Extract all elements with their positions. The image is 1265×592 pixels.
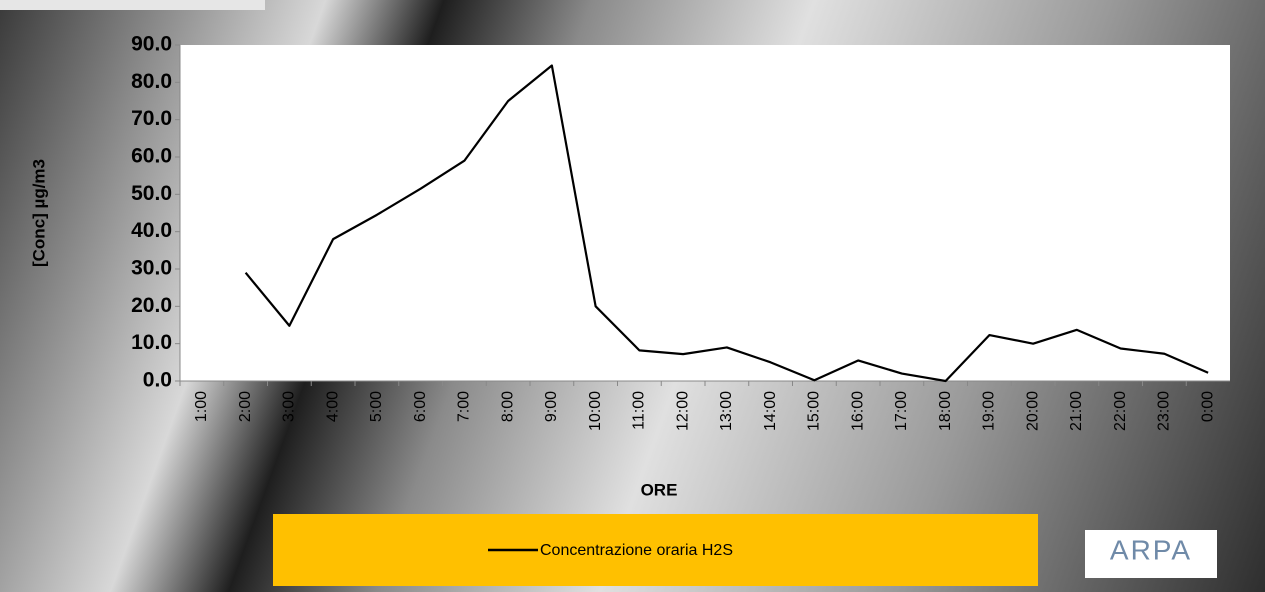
y-tick-label: 20.0 xyxy=(131,294,172,317)
x-tick-label: 23:00 xyxy=(1156,391,1173,431)
data-line xyxy=(244,64,1209,383)
x-axis-title: ORE xyxy=(641,480,678,499)
x-tick-label: 9:00 xyxy=(543,391,560,422)
y-tick-label: 50.0 xyxy=(131,182,172,205)
x-tick-label: 21:00 xyxy=(1068,391,1085,431)
x-tick-label: 14:00 xyxy=(762,391,779,431)
x-tick-label: 16:00 xyxy=(849,391,866,431)
x-tick-label: 15:00 xyxy=(806,391,823,431)
x-tick-label: 17:00 xyxy=(893,391,910,431)
x-tick-label: 7:00 xyxy=(456,391,473,422)
x-tick-label: 20:00 xyxy=(1024,391,1041,431)
x-tick-label: 0:00 xyxy=(1199,391,1216,422)
legend-label: Concentrazione oraria H2S xyxy=(540,542,733,559)
y-tick-label: 60.0 xyxy=(131,145,172,168)
y-axis-title: [Conc] µg/m3 xyxy=(29,159,48,267)
legend-box xyxy=(273,514,1038,586)
logo-box xyxy=(1085,530,1217,578)
y-tick-label: 30.0 xyxy=(131,257,172,280)
x-tick-label: 19:00 xyxy=(981,391,998,431)
x-tick-label: 18:00 xyxy=(937,391,954,431)
x-tick-label: 5:00 xyxy=(368,391,385,422)
logo: ARPA xyxy=(1110,534,1192,565)
x-tick-label: 22:00 xyxy=(1112,391,1129,431)
x-tick-label: 8:00 xyxy=(499,391,516,422)
x-tick-label: 12:00 xyxy=(674,391,691,431)
x-tick-label: 6:00 xyxy=(412,391,429,422)
y-tick-label: 70.0 xyxy=(131,107,172,130)
x-tick-label: 13:00 xyxy=(718,391,735,431)
plot-area xyxy=(180,45,1230,381)
x-tick-label: 11:00 xyxy=(631,391,648,430)
y-tick-label: 80.0 xyxy=(131,70,172,93)
y-tick-label: 90.0 xyxy=(131,33,172,56)
top-strip xyxy=(0,0,265,10)
x-tick-label: 2:00 xyxy=(237,391,254,422)
y-tick-label: 10.0 xyxy=(131,331,172,354)
y-tick-label: 40.0 xyxy=(131,219,172,242)
x-tick-label: 4:00 xyxy=(324,391,341,422)
x-tick-label: 1:00 xyxy=(193,391,210,422)
y-tick-label: 0.0 xyxy=(143,369,172,392)
x-tick-label: 10:00 xyxy=(587,391,604,431)
x-tick-label: 3:00 xyxy=(281,391,298,422)
